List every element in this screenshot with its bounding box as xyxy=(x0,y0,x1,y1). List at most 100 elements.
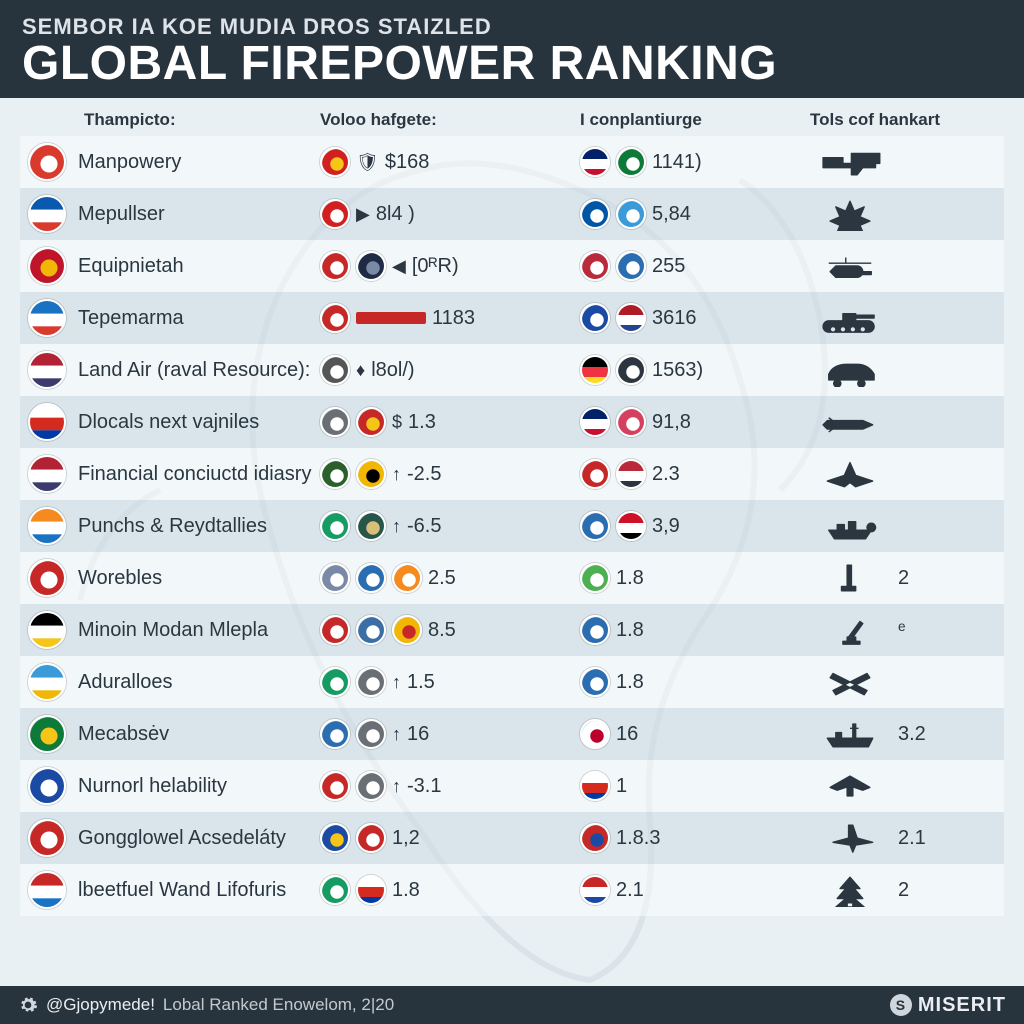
footer-credit: Lobal Ranked Enowelom, 2|20 xyxy=(163,995,394,1015)
mini-flag-icon xyxy=(320,511,350,541)
row-label: Aduralloes xyxy=(78,671,173,694)
silhouette-icon xyxy=(810,665,890,699)
mini-flag-icon xyxy=(580,875,610,905)
col3-value: 16 xyxy=(616,723,638,746)
table-row: Equipnietah ◀[0ᴿR) 255 xyxy=(20,240,1004,292)
row-label: Mepullser xyxy=(78,203,165,226)
silhouette-icon xyxy=(810,457,890,491)
col4-value: 3.2 xyxy=(898,723,926,746)
mini-flag-icon xyxy=(580,303,610,333)
row-flag-icon xyxy=(28,663,66,701)
mini-flag-icon xyxy=(616,355,646,385)
col3-value: 1141) xyxy=(652,151,702,174)
col2-value: $168 xyxy=(385,151,430,174)
silhouette-icon xyxy=(810,873,890,907)
mini-flag-icon xyxy=(580,719,610,749)
trend-glyph-icon: ↑ xyxy=(392,516,401,537)
row-label: lbeetfuel Wand Lifofuris xyxy=(78,879,286,902)
table-row: lbeetfuel Wand Lifofuris 1.8 2.1 2 xyxy=(20,864,1004,916)
inline-bar xyxy=(356,312,426,324)
row-flag-icon xyxy=(28,195,66,233)
row-flag-icon xyxy=(28,507,66,545)
mini-flag-icon xyxy=(580,407,610,437)
row-label: Dlocals next vajniles xyxy=(78,411,259,434)
row-label: Worebles xyxy=(78,567,162,590)
mini-flag-icon xyxy=(356,407,386,437)
col2-value: 1.8 xyxy=(392,879,420,902)
table-row: Nurnorl helability ↑-3.1 1 xyxy=(20,760,1004,812)
mini-flag-icon xyxy=(320,355,350,385)
col2-value: 8l4 ) xyxy=(376,203,415,226)
row-flag-icon xyxy=(28,819,66,857)
footer-handle: @Gjopymede! xyxy=(46,995,155,1015)
col3-value: 3616 xyxy=(652,307,697,330)
table-row: Punchs & Reydtallies ↑-6.5 3,9 xyxy=(20,500,1004,552)
header: SEMBOR IA KOE MUDIA DROS STAIZLED GLOBAL… xyxy=(0,0,1024,98)
mini-flag-icon xyxy=(320,563,350,593)
col3-value: 2.1 xyxy=(616,879,644,902)
mini-flag-icon xyxy=(356,251,386,281)
col2-value: 1.3 xyxy=(408,411,436,434)
row-flag-icon xyxy=(28,455,66,493)
col4-value: 2 xyxy=(898,879,909,902)
silhouette-icon xyxy=(810,769,890,803)
mini-flag-icon xyxy=(616,511,646,541)
col3-value: 1 xyxy=(616,775,627,798)
col3-value: 1.8 xyxy=(616,567,644,590)
mini-flag-icon xyxy=(356,771,386,801)
mini-flag-icon xyxy=(356,459,386,489)
footer: @Gjopymede! Lobal Ranked Enowelom, 2|20 … xyxy=(0,986,1024,1024)
table-row: Dlocals next vajniles $1.3 91,8 xyxy=(20,396,1004,448)
trend-glyph-icon: 🛡 xyxy=(356,152,379,173)
table-row: Manpowery 🛡$168 1141) xyxy=(20,136,1004,188)
row-flag-icon xyxy=(28,611,66,649)
row-label: Nurnorl helability xyxy=(78,775,227,798)
col3-value: 1.8 xyxy=(616,671,644,694)
row-label: Tepemarma xyxy=(78,307,184,330)
col4-value: ᵉ xyxy=(898,619,905,642)
colhdr-1: Thampicto: xyxy=(20,110,320,130)
col3-value: 2.3 xyxy=(652,463,680,486)
mini-flag-icon xyxy=(580,459,610,489)
row-flag-icon xyxy=(28,715,66,753)
mini-flag-icon xyxy=(580,823,610,853)
mini-flag-icon xyxy=(580,355,610,385)
table-row: Financial conciuctd idiasry ↑-2.5 2.3 xyxy=(20,448,1004,500)
table-row: Minoin Modan Mlepla 8.5 1.8ᵉ xyxy=(20,604,1004,656)
silhouette-icon xyxy=(810,821,890,855)
gear-icon xyxy=(18,995,38,1015)
row-flag-icon xyxy=(28,559,66,597)
mini-flag-icon xyxy=(616,407,646,437)
table-row: Land Air (raval Resource): ♦l8ol/) 1563) xyxy=(20,344,1004,396)
mini-flag-icon xyxy=(616,459,646,489)
mini-flag-icon xyxy=(320,771,350,801)
mini-flag-icon xyxy=(356,563,386,593)
row-label: Gongglowel Acsedeláty xyxy=(78,827,286,850)
ranking-table: Thampicto: Voloo hafgete: I conplantiurg… xyxy=(0,98,1024,916)
mini-flag-icon xyxy=(580,147,610,177)
mini-flag-icon xyxy=(356,667,386,697)
trend-glyph-icon: ↑ xyxy=(392,776,401,797)
col2-value: 8.5 xyxy=(428,619,456,642)
mini-flag-icon xyxy=(616,199,646,229)
silhouette-icon xyxy=(810,145,890,179)
col2-value: 1.5 xyxy=(407,671,435,694)
mini-flag-icon xyxy=(320,719,350,749)
col2-value: 1,2 xyxy=(392,827,420,850)
mini-flag-icon xyxy=(320,615,350,645)
brand-badge-icon: S xyxy=(890,994,912,1016)
col2-value: 16 xyxy=(407,723,429,746)
row-flag-icon xyxy=(28,351,66,389)
table-row: Mecabsėv ↑16 163.2 xyxy=(20,708,1004,760)
col3-value: 3,9 xyxy=(652,515,680,538)
silhouette-icon xyxy=(810,613,890,647)
col3-value: 1563) xyxy=(652,359,703,382)
mini-flag-icon xyxy=(580,615,610,645)
mini-flag-icon xyxy=(616,147,646,177)
row-label: Punchs & Reydtallies xyxy=(78,515,267,538)
colhdr-4: Tols cof hankart xyxy=(810,110,980,130)
mini-flag-icon xyxy=(580,251,610,281)
mini-flag-icon xyxy=(580,511,610,541)
trend-glyph-icon: ↑ xyxy=(392,672,401,693)
trend-glyph-icon: ◀ xyxy=(392,256,406,277)
